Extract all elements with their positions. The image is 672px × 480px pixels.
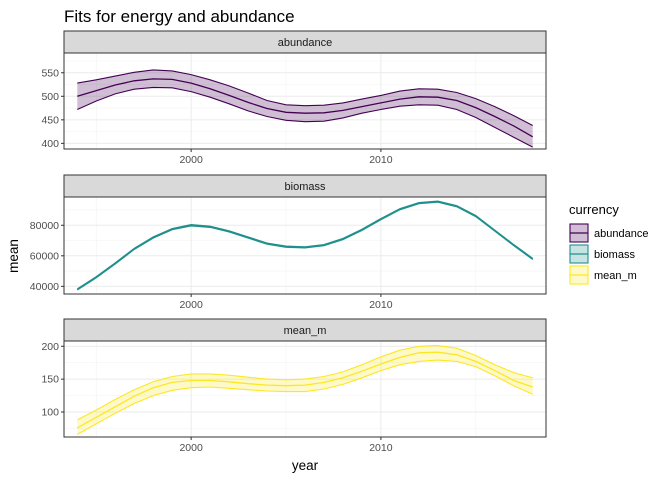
x-tick-label: 2010: [369, 299, 393, 311]
legend-label: biomass: [594, 249, 635, 261]
panel-border: [63, 196, 547, 295]
chart-title: Fits for energy and abundance: [64, 7, 295, 26]
panel-mean_m: mean_m 100 150 200 2000 2010: [41, 318, 547, 454]
panels: abundance 400 450 500 550 2000 2010 biomass 4000…: [30, 30, 547, 454]
mean-line-abundance: [77, 78, 534, 138]
x-axis-title: year: [292, 458, 319, 473]
y-axis-title: mean: [6, 239, 21, 273]
x-tick-label: 2000: [179, 442, 203, 454]
panel-border: [63, 52, 547, 150]
panel-background: [63, 340, 547, 438]
panel-background: [63, 196, 547, 295]
y-tick-label: 60000: [30, 250, 59, 262]
mean-line-mean_m: [76, 351, 533, 429]
y-tick-label: 80000: [30, 220, 59, 232]
y-tick-label: 550: [41, 67, 59, 79]
x-tick-label: 2010: [369, 154, 393, 166]
panel-abundance: abundance 400 450 500 550 2000 2010: [41, 30, 547, 166]
mean-line-biomass: [76, 200, 534, 290]
panel-background: [63, 52, 547, 150]
y-tick-label: 100: [41, 407, 59, 419]
legend-entry-abundance: abundance: [569, 223, 648, 243]
strip-label: abundance: [278, 37, 332, 49]
x-tick-label: 2000: [179, 299, 203, 311]
y-tick-label: 450: [41, 114, 59, 126]
strip-label: mean_m: [284, 325, 327, 337]
strip-label: biomass: [285, 181, 326, 193]
legend-title: currency: [569, 202, 619, 217]
upper-line-mean_m: [77, 345, 533, 421]
legend-label: mean_m: [594, 270, 637, 282]
x-tick-label: 2000: [179, 154, 203, 166]
y-tick-label: 40000: [30, 281, 59, 293]
upper-line-abundance: [77, 69, 533, 126]
legend-entry-mean_m: mean_m: [569, 265, 637, 285]
ribbon-mean_m: [77, 345, 533, 435]
y-tick-label: 500: [41, 91, 59, 103]
lower-line-mean_m: [77, 359, 533, 435]
x-tick-label: 2010: [369, 442, 393, 454]
panel-border: [63, 340, 547, 438]
legend-entry-biomass: biomass: [569, 244, 635, 264]
legend-label: abundance: [594, 228, 648, 240]
legend: currency abundance biomass mean_m: [569, 202, 648, 285]
y-tick-label: 400: [41, 138, 59, 150]
y-tick-label: 150: [41, 374, 59, 386]
lower-line-abundance: [77, 86, 533, 148]
y-tick-label: 200: [41, 341, 59, 353]
panel-biomass: biomass 40000 60000 80000 2000 2010: [30, 174, 547, 311]
